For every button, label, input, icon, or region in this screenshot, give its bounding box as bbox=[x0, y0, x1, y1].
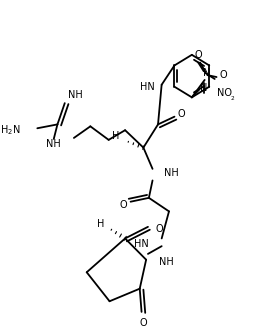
Text: HN: HN bbox=[140, 82, 154, 92]
Text: H: H bbox=[112, 131, 120, 141]
Text: O: O bbox=[194, 50, 202, 60]
Text: O: O bbox=[219, 70, 227, 80]
Text: H: H bbox=[97, 219, 104, 229]
Text: NH: NH bbox=[69, 91, 83, 100]
Text: O: O bbox=[155, 224, 163, 234]
Text: $_2$: $_2$ bbox=[230, 94, 236, 103]
Text: N: N bbox=[200, 83, 207, 93]
Text: NO: NO bbox=[218, 88, 232, 97]
Text: O: O bbox=[177, 109, 185, 119]
Text: O: O bbox=[140, 318, 147, 328]
Text: NH: NH bbox=[46, 139, 61, 149]
Text: H$_2$N: H$_2$N bbox=[1, 123, 21, 137]
Text: O: O bbox=[120, 200, 127, 210]
Text: NH: NH bbox=[159, 256, 174, 267]
Text: NH: NH bbox=[164, 168, 178, 178]
Text: N: N bbox=[203, 68, 210, 78]
Text: HN: HN bbox=[134, 239, 149, 249]
